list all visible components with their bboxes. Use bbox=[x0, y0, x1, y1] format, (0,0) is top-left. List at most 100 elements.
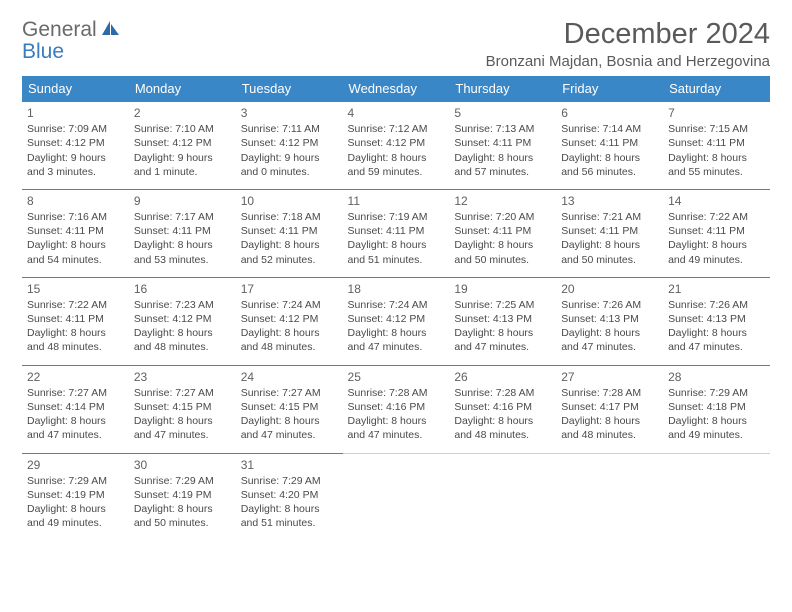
daylight-line: Daylight: 8 hours bbox=[454, 151, 551, 165]
sunrise-line: Sunrise: 7:26 AM bbox=[561, 298, 658, 312]
sunrise-line: Sunrise: 7:10 AM bbox=[134, 122, 231, 136]
daylight-line: and 50 minutes. bbox=[561, 253, 658, 267]
day-number: 7 bbox=[668, 105, 765, 121]
daylight-line: and 48 minutes. bbox=[27, 340, 124, 354]
calendar-day-cell: 26Sunrise: 7:28 AMSunset: 4:16 PMDayligh… bbox=[449, 365, 556, 453]
daylight-line: Daylight: 9 hours bbox=[134, 151, 231, 165]
daylight-line: and 48 minutes. bbox=[454, 428, 551, 442]
day-number: 24 bbox=[241, 369, 338, 385]
day-number: 10 bbox=[241, 193, 338, 209]
sunrise-line: Sunrise: 7:27 AM bbox=[134, 386, 231, 400]
daylight-line: Daylight: 8 hours bbox=[454, 414, 551, 428]
page-title: December 2024 bbox=[486, 18, 770, 51]
weekday-header: Saturday bbox=[663, 76, 770, 102]
calendar-day-cell: 14Sunrise: 7:22 AMSunset: 4:11 PMDayligh… bbox=[663, 189, 770, 277]
sunrise-line: Sunrise: 7:22 AM bbox=[668, 210, 765, 224]
daylight-line: Daylight: 9 hours bbox=[241, 151, 338, 165]
sunrise-line: Sunrise: 7:12 AM bbox=[348, 122, 445, 136]
weekday-header: Friday bbox=[556, 76, 663, 102]
daylight-line: and 47 minutes. bbox=[348, 428, 445, 442]
sunrise-line: Sunrise: 7:16 AM bbox=[27, 210, 124, 224]
sunset-line: Sunset: 4:12 PM bbox=[241, 136, 338, 150]
sunset-line: Sunset: 4:14 PM bbox=[27, 400, 124, 414]
sunrise-line: Sunrise: 7:29 AM bbox=[27, 474, 124, 488]
day-number: 4 bbox=[348, 105, 445, 121]
logo-sail-icon bbox=[101, 20, 121, 36]
sunset-line: Sunset: 4:18 PM bbox=[668, 400, 765, 414]
daylight-line: Daylight: 8 hours bbox=[668, 326, 765, 340]
sunset-line: Sunset: 4:11 PM bbox=[668, 224, 765, 238]
daylight-line: Daylight: 8 hours bbox=[561, 238, 658, 252]
daylight-line: Daylight: 8 hours bbox=[561, 151, 658, 165]
calendar-day-cell: 15Sunrise: 7:22 AMSunset: 4:11 PMDayligh… bbox=[22, 277, 129, 365]
logo-line1: General bbox=[22, 18, 97, 41]
calendar-empty-cell bbox=[663, 453, 770, 540]
calendar-empty-cell bbox=[449, 453, 556, 540]
sunset-line: Sunset: 4:11 PM bbox=[27, 312, 124, 326]
weekday-row: SundayMondayTuesdayWednesdayThursdayFrid… bbox=[22, 76, 770, 102]
sunrise-line: Sunrise: 7:24 AM bbox=[241, 298, 338, 312]
day-number: 8 bbox=[27, 193, 124, 209]
daylight-line: and 0 minutes. bbox=[241, 165, 338, 179]
sunset-line: Sunset: 4:12 PM bbox=[348, 312, 445, 326]
calendar-day-cell: 18Sunrise: 7:24 AMSunset: 4:12 PMDayligh… bbox=[343, 277, 450, 365]
daylight-line: and 47 minutes. bbox=[561, 340, 658, 354]
calendar-day-cell: 6Sunrise: 7:14 AMSunset: 4:11 PMDaylight… bbox=[556, 102, 663, 190]
calendar-day-cell: 9Sunrise: 7:17 AMSunset: 4:11 PMDaylight… bbox=[129, 189, 236, 277]
calendar-day-cell: 2Sunrise: 7:10 AMSunset: 4:12 PMDaylight… bbox=[129, 102, 236, 190]
daylight-line: Daylight: 8 hours bbox=[27, 238, 124, 252]
daylight-line: Daylight: 8 hours bbox=[561, 326, 658, 340]
calendar-day-cell: 29Sunrise: 7:29 AMSunset: 4:19 PMDayligh… bbox=[22, 453, 129, 540]
calendar-day-cell: 4Sunrise: 7:12 AMSunset: 4:12 PMDaylight… bbox=[343, 102, 450, 190]
daylight-line: Daylight: 8 hours bbox=[241, 502, 338, 516]
daylight-line: and 56 minutes. bbox=[561, 165, 658, 179]
day-number: 30 bbox=[134, 457, 231, 473]
daylight-line: Daylight: 8 hours bbox=[134, 238, 231, 252]
title-block: December 2024 Bronzani Majdan, Bosnia an… bbox=[486, 18, 770, 70]
daylight-line: Daylight: 8 hours bbox=[348, 151, 445, 165]
sunrise-line: Sunrise: 7:28 AM bbox=[348, 386, 445, 400]
daylight-line: and 47 minutes. bbox=[668, 340, 765, 354]
daylight-line: and 1 minute. bbox=[134, 165, 231, 179]
day-number: 21 bbox=[668, 281, 765, 297]
daylight-line: and 49 minutes. bbox=[27, 516, 124, 530]
sunset-line: Sunset: 4:11 PM bbox=[561, 224, 658, 238]
daylight-line: Daylight: 8 hours bbox=[134, 414, 231, 428]
sunset-line: Sunset: 4:12 PM bbox=[348, 136, 445, 150]
calendar-body: 1Sunrise: 7:09 AMSunset: 4:12 PMDaylight… bbox=[22, 102, 770, 541]
sunrise-line: Sunrise: 7:09 AM bbox=[27, 122, 124, 136]
day-number: 12 bbox=[454, 193, 551, 209]
calendar-week-row: 22Sunrise: 7:27 AMSunset: 4:14 PMDayligh… bbox=[22, 365, 770, 453]
sunset-line: Sunset: 4:17 PM bbox=[561, 400, 658, 414]
day-number: 14 bbox=[668, 193, 765, 209]
sunrise-line: Sunrise: 7:13 AM bbox=[454, 122, 551, 136]
calendar-empty-cell bbox=[343, 453, 450, 540]
daylight-line: Daylight: 8 hours bbox=[134, 502, 231, 516]
sunset-line: Sunset: 4:13 PM bbox=[561, 312, 658, 326]
calendar-week-row: 29Sunrise: 7:29 AMSunset: 4:19 PMDayligh… bbox=[22, 453, 770, 540]
logo-line2: Blue bbox=[22, 40, 64, 63]
day-number: 13 bbox=[561, 193, 658, 209]
daylight-line: Daylight: 8 hours bbox=[241, 238, 338, 252]
sunset-line: Sunset: 4:20 PM bbox=[241, 488, 338, 502]
calendar-day-cell: 3Sunrise: 7:11 AMSunset: 4:12 PMDaylight… bbox=[236, 102, 343, 190]
daylight-line: and 50 minutes. bbox=[134, 516, 231, 530]
sunset-line: Sunset: 4:13 PM bbox=[454, 312, 551, 326]
sunrise-line: Sunrise: 7:29 AM bbox=[668, 386, 765, 400]
calendar-head: SundayMondayTuesdayWednesdayThursdayFrid… bbox=[22, 76, 770, 102]
sunrise-line: Sunrise: 7:11 AM bbox=[241, 122, 338, 136]
daylight-line: Daylight: 9 hours bbox=[27, 151, 124, 165]
daylight-line: and 48 minutes. bbox=[241, 340, 338, 354]
calendar-day-cell: 13Sunrise: 7:21 AMSunset: 4:11 PMDayligh… bbox=[556, 189, 663, 277]
day-number: 16 bbox=[134, 281, 231, 297]
day-number: 1 bbox=[27, 105, 124, 121]
day-number: 20 bbox=[561, 281, 658, 297]
calendar-week-row: 15Sunrise: 7:22 AMSunset: 4:11 PMDayligh… bbox=[22, 277, 770, 365]
sunrise-line: Sunrise: 7:18 AM bbox=[241, 210, 338, 224]
daylight-line: and 50 minutes. bbox=[454, 253, 551, 267]
daylight-line: and 53 minutes. bbox=[134, 253, 231, 267]
sunset-line: Sunset: 4:11 PM bbox=[454, 224, 551, 238]
sunrise-line: Sunrise: 7:15 AM bbox=[668, 122, 765, 136]
calendar-day-cell: 28Sunrise: 7:29 AMSunset: 4:18 PMDayligh… bbox=[663, 365, 770, 453]
daylight-line: and 48 minutes. bbox=[134, 340, 231, 354]
